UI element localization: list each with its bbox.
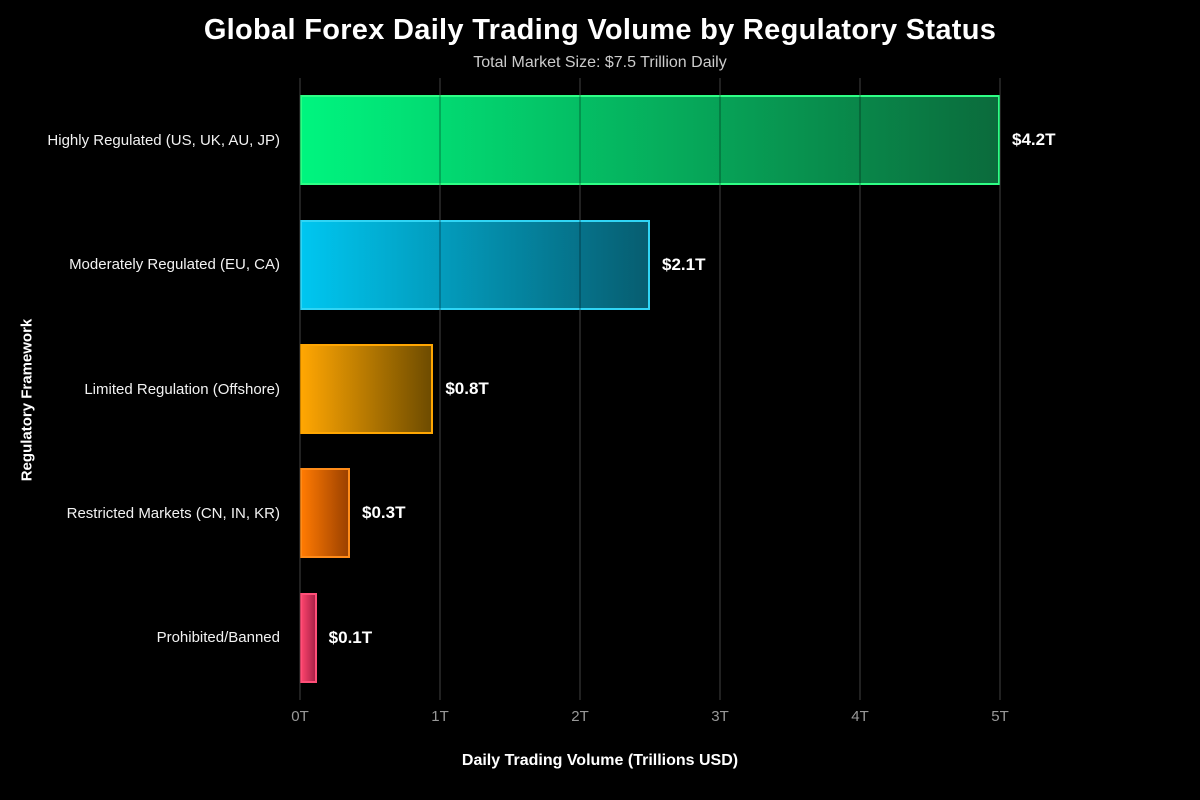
gridline: [719, 78, 721, 700]
x-tick-label: 3T: [711, 708, 729, 725]
x-tick-label: 0T: [291, 708, 309, 725]
bar-row: $2.1T: [300, 202, 1000, 326]
category-label: Prohibited/Banned: [156, 629, 280, 647]
gridline: [999, 78, 1001, 700]
gridline-overlay: [719, 78, 721, 700]
category-label: Highly Regulated (US, UK, AU, JP): [47, 131, 280, 149]
x-tick-label: 5T: [991, 708, 1009, 725]
x-axis-title: Daily Trading Volume (Trillions USD): [461, 752, 739, 769]
category-row: Moderately Regulated (EU, CA): [0, 202, 290, 326]
plot-area: $4.2T $2.1T $0.8T $0.3T $0.1T: [299, 78, 1055, 700]
bar-value-label: $0.1T: [328, 627, 373, 647]
bars-layer: $4.2T $2.1T $0.8T $0.3T $0.1T: [300, 78, 1055, 700]
gridline-overlay: [999, 78, 1001, 700]
bar-row: $0.8T: [300, 327, 1000, 451]
bar: [300, 468, 350, 559]
bar-value-label: $0.3T: [362, 503, 406, 523]
bar-row: $0.3T: [300, 451, 1000, 575]
category-row: Limited Regulation (Offshore): [0, 327, 290, 451]
chart-subtitle: Total Market Size: $7.5 Trillion Daily: [473, 54, 727, 71]
bar: [300, 592, 317, 683]
category-row: Highly Regulated (US, UK, AU, JP): [0, 78, 290, 202]
bar: [300, 219, 650, 310]
x-tick-label: 1T: [431, 708, 449, 725]
gridline-overlay: [859, 78, 861, 700]
gridline: [439, 78, 441, 700]
bar-row: $4.2T: [300, 78, 1055, 202]
category-row: Prohibited/Banned: [0, 576, 290, 700]
category-label: Moderately Regulated (EU, CA): [69, 256, 280, 274]
bar-value-label: $4.2T: [1012, 130, 1056, 150]
gridline-overlay: [299, 78, 301, 700]
x-tick-label: 2T: [571, 708, 589, 725]
category-row: Restricted Markets (CN, IN, KR): [0, 451, 290, 575]
gridline-overlay: [579, 78, 581, 700]
bar: [300, 344, 434, 435]
gridline-overlay: [439, 78, 441, 700]
x-tick-labels-row: 0T 1T 2T 3T 4T 5T: [291, 708, 1009, 730]
bar-value-label: $0.8T: [445, 379, 489, 399]
bar-value-label: $2.1T: [662, 254, 706, 274]
bar: [300, 95, 1000, 186]
chart-title: Global Forex Daily Trading Volume by Reg…: [203, 14, 997, 46]
gridline: [579, 78, 581, 700]
category-label: Restricted Markets (CN, IN, KR): [66, 504, 280, 522]
category-labels-column: Highly Regulated (US, UK, AU, JP) Moderat…: [0, 78, 290, 700]
x-tick-label: 4T: [851, 708, 869, 725]
gridline: [859, 78, 861, 700]
bar-row: $0.1T: [300, 576, 1000, 700]
category-label: Limited Regulation (Offshore): [84, 380, 280, 398]
